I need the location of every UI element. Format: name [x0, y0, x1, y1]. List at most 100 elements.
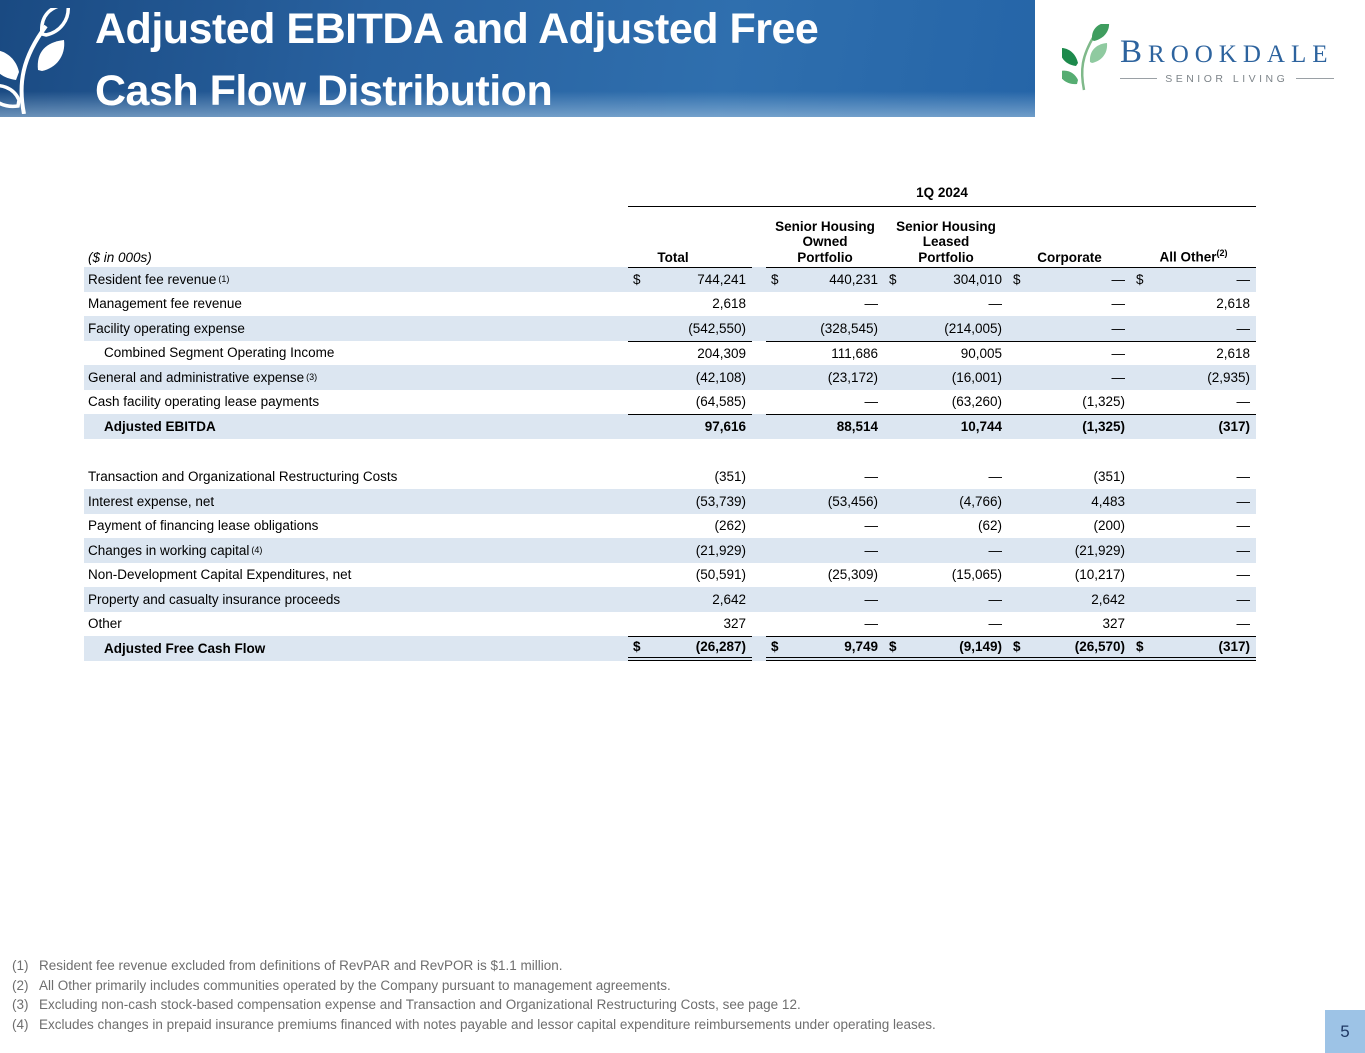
column-header-3: Corporate: [1037, 249, 1102, 265]
cell: $ (26,287): [628, 636, 752, 661]
currency-symbol: $: [771, 639, 779, 655]
cell: (23,172): [766, 365, 884, 390]
cell: (10,217): [1008, 563, 1131, 588]
row-label: Other: [88, 616, 122, 632]
cell-value: 97,616: [704, 419, 746, 435]
table-row: Other 327 — — 327 —: [84, 612, 1256, 637]
cell: —: [1131, 563, 1256, 588]
cell-value: —: [1111, 345, 1126, 361]
cell-value: —: [988, 469, 1003, 485]
cell-value: (25,309): [827, 567, 878, 583]
currency-symbol: $: [1013, 639, 1021, 655]
cell-value: (53,456): [827, 493, 878, 509]
cell-value: (262): [714, 518, 746, 534]
column-gap: [752, 514, 766, 539]
cell-value: —: [1236, 567, 1251, 583]
cell-value: —: [988, 542, 1003, 558]
cell: (53,456): [766, 489, 884, 514]
cell-value: (16,001): [951, 369, 1002, 385]
cell-value: —: [1236, 591, 1251, 607]
cell: $304,010: [884, 267, 1008, 292]
cell-value: (53,739): [695, 493, 746, 509]
currency-symbol: $: [633, 639, 641, 655]
cell-value: (4,766): [959, 493, 1002, 509]
table-row: Combined Segment Operating Income 204,309…: [84, 340, 1256, 366]
cell-value: (214,005): [944, 320, 1002, 336]
cell-value: (351): [1093, 469, 1125, 485]
column-gap: [752, 489, 766, 514]
cell-value: —: [1236, 394, 1251, 410]
cell: —: [1131, 465, 1256, 490]
row-label: Changes in working capital (4): [88, 542, 263, 558]
cell-value: (15,065): [951, 567, 1002, 583]
cell: $9,749: [766, 636, 884, 661]
column-header-1: Senior Housing Owned Portfolio: [775, 218, 875, 265]
cell-value: 9,749: [844, 639, 878, 655]
currency-symbol: $: [889, 272, 897, 288]
column-gap: [752, 612, 766, 637]
cell: —: [766, 465, 884, 490]
cell-value: —: [988, 616, 1003, 632]
currency-symbol: $: [1136, 639, 1144, 655]
cell-value: 10,744: [960, 419, 1002, 435]
brand-tagline: SENIOR LIVING: [1120, 73, 1334, 85]
cell-value: 204,309: [697, 345, 746, 361]
cell-value: (317): [1218, 639, 1250, 655]
cell: —: [766, 390, 884, 415]
column-gap: [752, 465, 766, 490]
page-number: 5: [1340, 1021, 1350, 1041]
cell: —: [1008, 340, 1131, 366]
footnote: (2) All Other primarily includes communit…: [12, 976, 936, 996]
cell: $ —: [1131, 267, 1256, 292]
cell-value: —: [864, 542, 879, 558]
footnote-marker: (4): [12, 1016, 29, 1032]
cell: (2,935): [1131, 365, 1256, 390]
title-line-1: Adjusted EBITDA and Adjusted Free: [95, 5, 819, 53]
cell-value: —: [1111, 320, 1126, 336]
row-label: Adjusted Free Cash Flow: [104, 640, 266, 656]
footnote-text: Excluding non-cash stock-based compensat…: [39, 997, 801, 1012]
cell-value: (21,929): [1074, 542, 1125, 558]
column-gap: [752, 563, 766, 588]
section-gap: [84, 439, 1256, 465]
cell: —: [766, 538, 884, 563]
cell: —: [766, 612, 884, 637]
brand-name-rest: ROOKDALE: [1148, 40, 1334, 68]
row-label: Property and casualty insurance proceeds: [88, 591, 341, 607]
cell-value: (26,570): [1074, 639, 1125, 655]
cell-value: (63,260): [951, 394, 1002, 410]
cell: 2,618: [628, 292, 752, 317]
footnotes: (1) Resident fee revenue excluded from de…: [12, 956, 936, 1034]
row-label: Management fee revenue: [88, 296, 242, 312]
table-row: Changes in working capital (4) (21,929) — — (…: [84, 538, 1256, 563]
cell: $ (26,570): [1008, 636, 1131, 661]
column-gap: [752, 341, 766, 366]
cell: —: [1008, 292, 1131, 317]
cell: 2,642: [628, 587, 752, 612]
cell-value: —: [1236, 616, 1251, 632]
cell: 204,309: [628, 340, 752, 366]
column-gap: [752, 587, 766, 612]
footnote-text: Resident fee revenue excluded from defin…: [39, 958, 563, 973]
table-row: Cash facility operating lease payments (6…: [84, 390, 1256, 415]
cell-value: (62): [977, 518, 1002, 534]
row-label: Non-Development Capital Expenditures, ne…: [88, 567, 352, 583]
period-label: 1Q 2024: [628, 185, 1256, 207]
row-label: Cash facility operating lease payments: [88, 394, 320, 410]
row-label: General and administrative expense (3): [88, 369, 318, 385]
cell-value: (317): [1218, 419, 1250, 435]
cell: 90,005: [884, 340, 1008, 366]
cell: 111,686: [766, 340, 884, 366]
cell: —: [766, 514, 884, 539]
page-title: Adjusted EBITDA and Adjusted Free Cash F…: [95, 0, 819, 122]
row-label: Interest expense, net: [88, 493, 215, 509]
cell: —: [1131, 390, 1256, 415]
cell: (328,545): [766, 316, 884, 341]
cell-value: 327: [723, 616, 746, 632]
currency-symbol: $: [771, 272, 779, 288]
cell-value: 90,005: [960, 345, 1002, 361]
cell: (16,001): [884, 365, 1008, 390]
tagline-text: SENIOR LIVING: [1165, 72, 1289, 85]
cell: (262): [628, 514, 752, 539]
